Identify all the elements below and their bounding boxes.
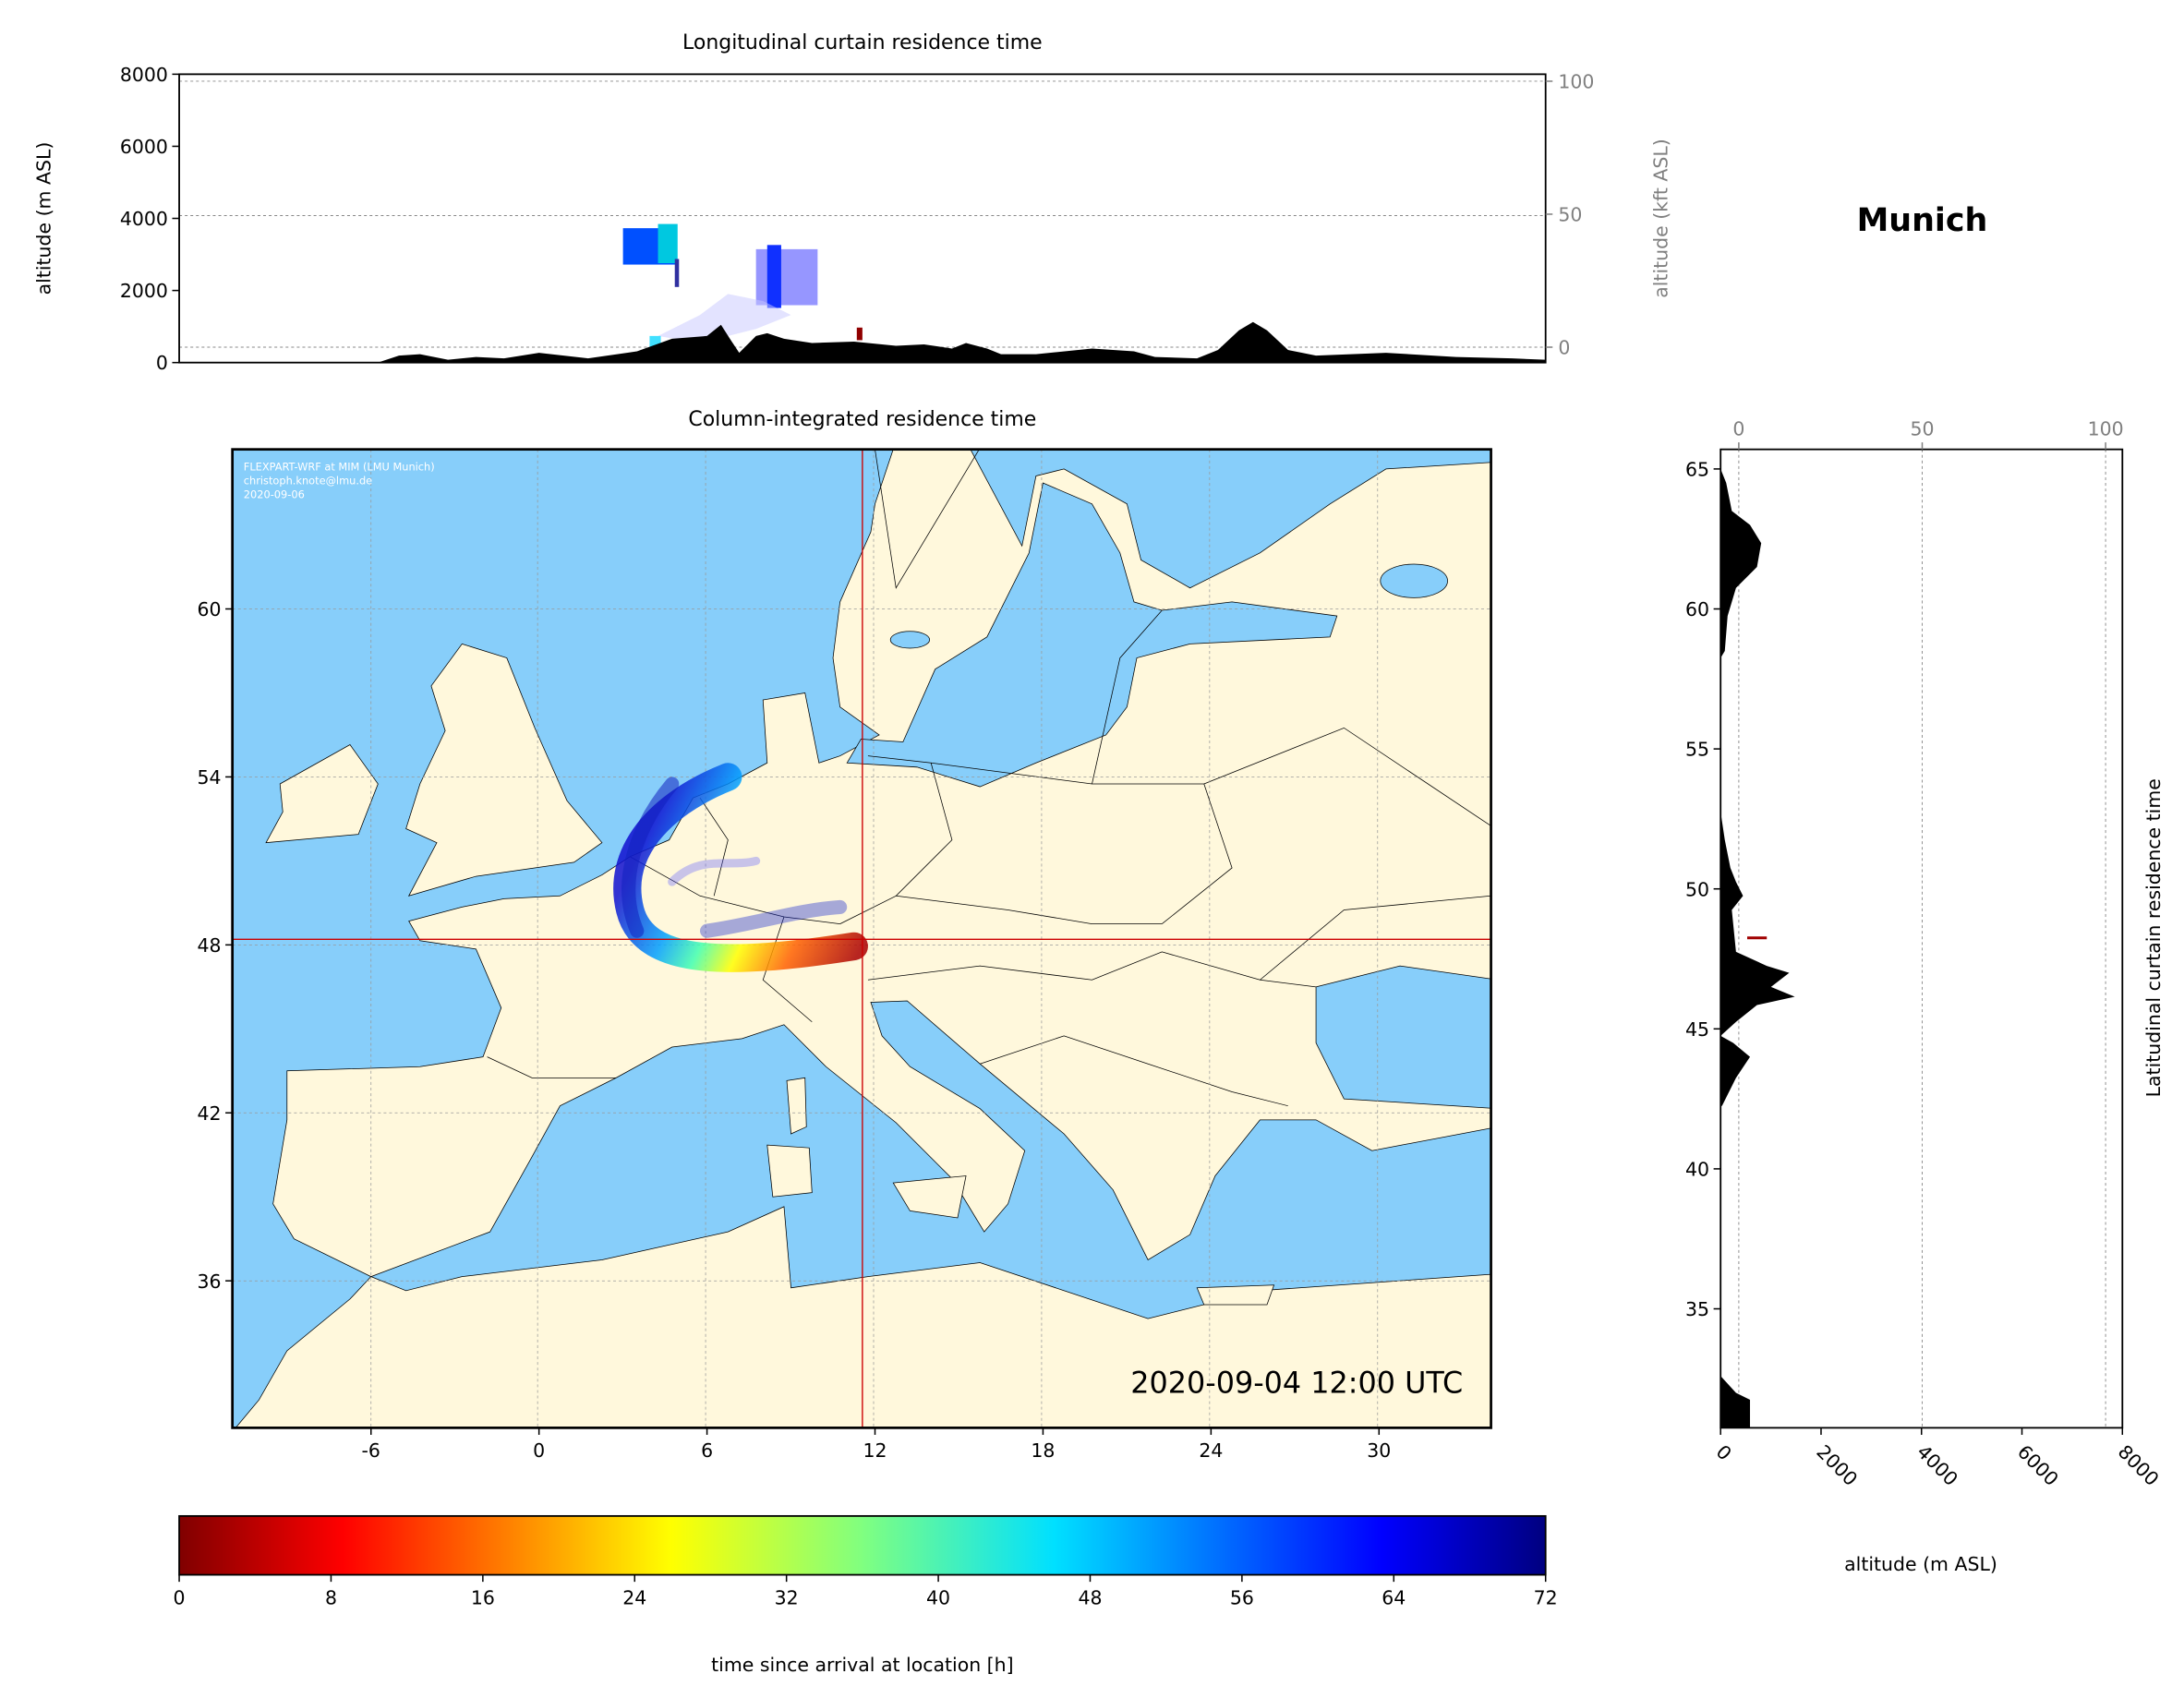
lon-ytick-label: 0 [156, 352, 168, 374]
residence-plume [613, 763, 868, 972]
lat-xlabel: altitude (m ASL) [1844, 1553, 1997, 1575]
watermark-line-1: FLEXPART-WRF at MIM (LMU Munich) [244, 460, 435, 473]
lat-axes-frame [1719, 448, 2124, 1429]
lat-xtick-label: 2000 [1812, 1440, 1862, 1490]
black-sea [1315, 965, 1491, 1109]
norwegian-sea [970, 449, 1491, 589]
map-ytick-label: 42 [198, 1102, 222, 1125]
great-britain [405, 643, 603, 897]
colorbar-tick-label: 24 [622, 1586, 646, 1608]
lat-ylabel-right: Latitudinal curtain residence time [2142, 778, 2165, 1097]
lon-ytick-label: 4000 [120, 208, 168, 230]
lat-gridlines [1738, 449, 2106, 1428]
lat-xtick-label: 8000 [2114, 1440, 2164, 1490]
lat-xtick-label: 0 [1712, 1440, 1736, 1464]
map-timestamp: 2020-09-04 12:00 UTC [1130, 1365, 1463, 1400]
watermark-line-2: christoph.knote@lmu.de [244, 475, 372, 488]
watermark: FLEXPART-WRF at MIM (LMU Munich) christo… [244, 460, 435, 500]
map-ytick-label: 54 [198, 766, 222, 789]
lat-xtick-top-label: 100 [2088, 418, 2124, 440]
plume-branch [700, 899, 848, 938]
colorbar-tick-label: 32 [775, 1586, 799, 1608]
lon-ytick-right-label: 0 [1558, 337, 1570, 359]
colorbar-label: time since arrival at location [h] [711, 1654, 1013, 1676]
lat-xtick-top-label: 50 [1910, 418, 1934, 440]
lon-ytick-right-label: 100 [1558, 71, 1594, 93]
lat-ytick-label: 60 [1685, 598, 1709, 620]
colorbar-tick-label: 64 [1382, 1586, 1406, 1608]
colorbar-gradient [178, 1514, 1547, 1576]
map-ytick-label: 60 [198, 598, 222, 620]
lat-ytick-label: 35 [1685, 1298, 1709, 1320]
residence-block-mid [755, 248, 818, 306]
plume-faint [668, 856, 761, 886]
residence-streak-mid [766, 245, 781, 308]
colorbar-tick-label: 16 [471, 1586, 495, 1608]
map-xtick-label: 18 [1031, 1439, 1055, 1462]
map-ytick-label: 48 [198, 934, 222, 957]
colorbar-tick-label: 72 [1534, 1586, 1558, 1608]
lon-ytick-right-label: 50 [1558, 204, 1582, 226]
islands [265, 643, 1275, 1306]
residence-map-panel: Column-integrated residence time [198, 408, 1492, 1462]
lake-vanern [889, 631, 931, 649]
location-title: Munich [1857, 202, 1988, 239]
corsica [786, 1077, 807, 1135]
lon-ylabel-right: altitude (kft ASL) [1650, 138, 1672, 298]
residence-streak [674, 259, 680, 287]
colorbar-tick-label: 8 [325, 1586, 337, 1608]
map-frame [231, 448, 1492, 1429]
map-title: Column-integrated residence time [688, 408, 1036, 431]
water-bodies [232, 449, 1491, 1428]
mediterranean-sea [369, 1000, 1491, 1319]
sardinia [766, 1144, 813, 1198]
map-xtick-label: 12 [863, 1439, 887, 1462]
colorbar-tick-label: 0 [174, 1586, 186, 1608]
lon-ytick-label: 6000 [120, 136, 168, 158]
longitudinal-curtain-title: Longitudinal curtain residence time [682, 31, 1043, 54]
receptor-crosshair [232, 449, 1491, 1428]
terrain-profile-lon [179, 321, 1546, 363]
lon-axes-frame [178, 73, 1547, 364]
map-xtick-label: -6 [362, 1439, 380, 1462]
lat-ytick-label: 45 [1685, 1018, 1709, 1041]
longitudinal-curtain-panel: Longitudinal curtain residence time 0 200… [33, 31, 1672, 374]
atlantic-north-sea [232, 449, 894, 1428]
residence-faint [658, 294, 791, 343]
ireland [265, 744, 379, 844]
lat-ytick-label: 50 [1685, 878, 1709, 900]
terrain-profile-lat [1720, 468, 1795, 1428]
plume-outer [621, 777, 680, 938]
country-borders [487, 449, 1491, 1107]
colorbar-tick-label: 48 [1078, 1586, 1102, 1608]
lat-xtick-label: 4000 [1913, 1440, 1962, 1490]
crete [1196, 1284, 1275, 1306]
lat-xtick-top-label: 0 [1732, 418, 1744, 440]
baltic-sea [846, 482, 1338, 788]
lake-ladoga [1380, 563, 1448, 598]
watermark-line-3: 2020-09-06 [244, 488, 305, 501]
lon-ytick-label: 2000 [120, 280, 168, 302]
colorbar-tick-label: 40 [926, 1586, 950, 1608]
map-xtick-label: 24 [1199, 1439, 1223, 1462]
map-xtick-label: 6 [701, 1439, 713, 1462]
lon-gridlines [179, 80, 1546, 348]
lat-ytick-label: 65 [1685, 458, 1709, 480]
lon-ytick-label: 8000 [120, 64, 168, 86]
lat-xtick-label: 6000 [2013, 1440, 2063, 1490]
map-ytick-label: 36 [198, 1270, 222, 1293]
sicily [892, 1175, 967, 1219]
residence-block-high-cyan [658, 223, 678, 264]
map-xtick-label: 30 [1367, 1439, 1391, 1462]
colorbar: 0 8 16 24 32 40 48 56 64 72 time since arrival at… [174, 1514, 1558, 1676]
colorbar-tick-label: 56 [1230, 1586, 1254, 1608]
receptor-marker-lon [856, 327, 863, 341]
lon-ylabel-left: altitude (m ASL) [33, 142, 55, 295]
map-xtick-label: 0 [533, 1439, 545, 1462]
lat-ytick-label: 55 [1685, 739, 1709, 761]
lat-ytick-label: 40 [1685, 1158, 1709, 1180]
